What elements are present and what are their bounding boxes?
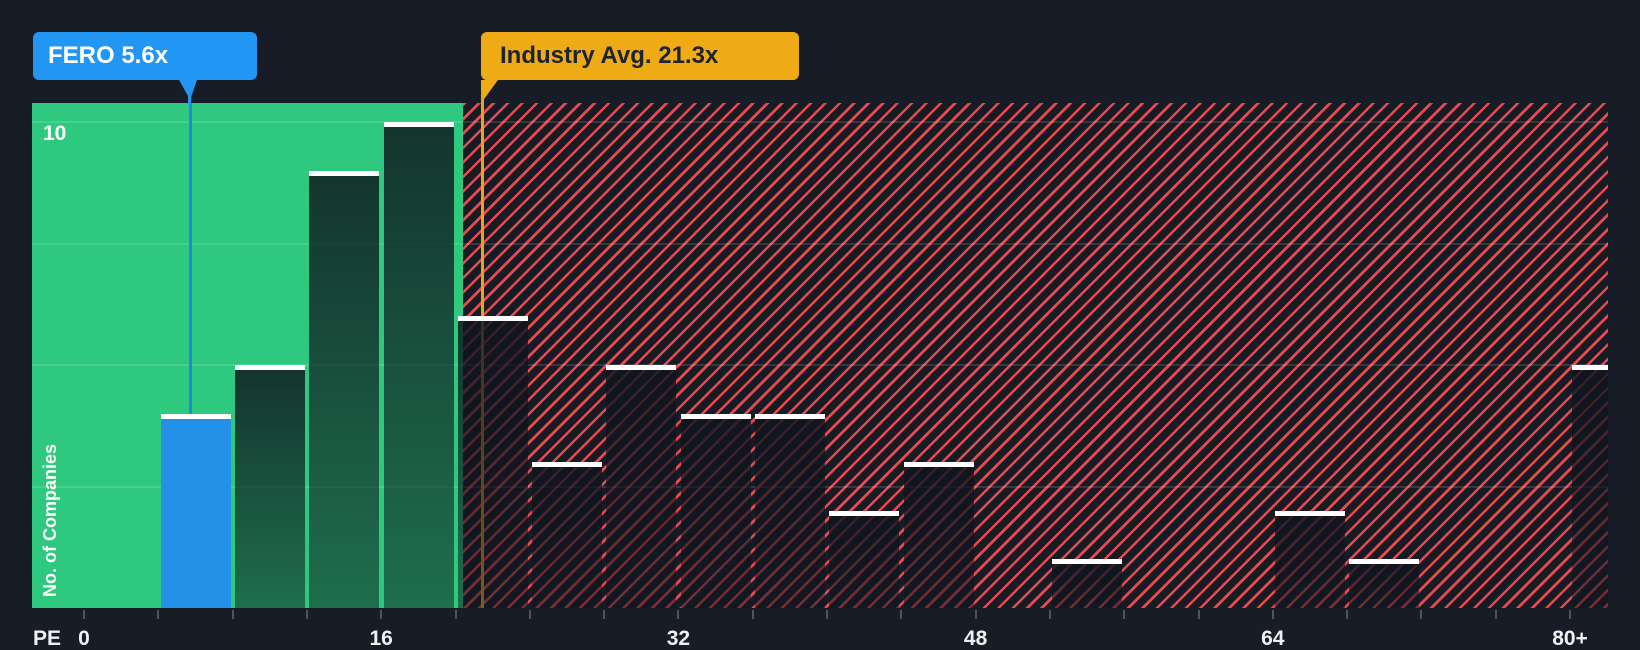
bar-pe-4-8[interactable] — [160, 413, 231, 608]
gridline-7.5 — [32, 242, 1608, 245]
x-tick — [1420, 610, 1423, 619]
company-flag: FERO 5.6x — [33, 32, 257, 80]
x-tick — [528, 610, 531, 619]
x-tick — [231, 610, 234, 619]
x-tick — [380, 610, 383, 619]
bar-pe-80plus[interactable] — [1572, 365, 1608, 608]
y-axis-title: No. of Companies — [40, 443, 60, 597]
x-tick — [974, 610, 977, 619]
x-tick — [305, 610, 308, 619]
x-tick — [157, 610, 160, 619]
bar-pe-8-12[interactable] — [234, 365, 305, 608]
company-flag-label: FERO 5.6x — [48, 42, 169, 69]
bar-pe-12-16[interactable] — [309, 170, 380, 608]
industry-flag: Industry Avg. 21.3x — [481, 32, 799, 80]
x-tick — [1271, 610, 1274, 619]
bar-pe-24-28[interactable] — [532, 462, 603, 608]
bar-pe-40-44[interactable] — [829, 510, 900, 608]
bar-pe-32-36[interactable] — [680, 413, 751, 608]
plot-area — [32, 103, 1608, 608]
x-tick — [1569, 610, 1571, 619]
x-axis-label-16: 16 — [369, 627, 393, 650]
gridline-10 — [32, 121, 1608, 123]
x-tick — [1346, 610, 1349, 619]
x-axis-title: PE — [33, 627, 62, 650]
industry-flag-label: Industry Avg. 21.3x — [500, 42, 719, 69]
x-axis-label-48: 48 — [963, 627, 988, 650]
bar-pe-52-56[interactable] — [1052, 559, 1123, 608]
gridline-5 — [32, 364, 1608, 366]
x-tick — [751, 610, 754, 619]
bar-pe-28-32[interactable] — [606, 365, 677, 608]
bar-pe-64-68[interactable] — [1275, 510, 1346, 608]
above-average-hatch-zone — [463, 103, 1608, 608]
bar-pe-68-72[interactable] — [1349, 559, 1420, 608]
x-axis-label-32: 32 — [666, 627, 691, 650]
x-axis-label-0: 0 — [78, 627, 90, 650]
x-tick — [83, 610, 85, 619]
x-tick — [826, 610, 828, 619]
y-axis-tick-label: 10 — [43, 122, 67, 145]
company-marker-line — [189, 103, 192, 414]
industry-flag-pointer — [481, 80, 498, 100]
x-tick — [603, 610, 606, 619]
x-tick — [1123, 610, 1126, 619]
x-tick — [677, 610, 680, 619]
bar-pe-20-24[interactable] — [457, 316, 528, 608]
x-axis-label-80plus: 80+ — [1552, 627, 1588, 650]
bar-pe-36-40[interactable] — [755, 413, 825, 608]
bar-pe-16-20[interactable] — [383, 122, 454, 608]
x-axis-label-64: 64 — [1261, 627, 1285, 650]
x-tick — [454, 610, 457, 619]
x-tick — [1494, 610, 1497, 619]
x-tick — [1197, 610, 1200, 619]
x-tick — [1048, 610, 1051, 619]
bar-pe-44-48[interactable] — [903, 462, 974, 608]
x-tick — [900, 610, 903, 619]
